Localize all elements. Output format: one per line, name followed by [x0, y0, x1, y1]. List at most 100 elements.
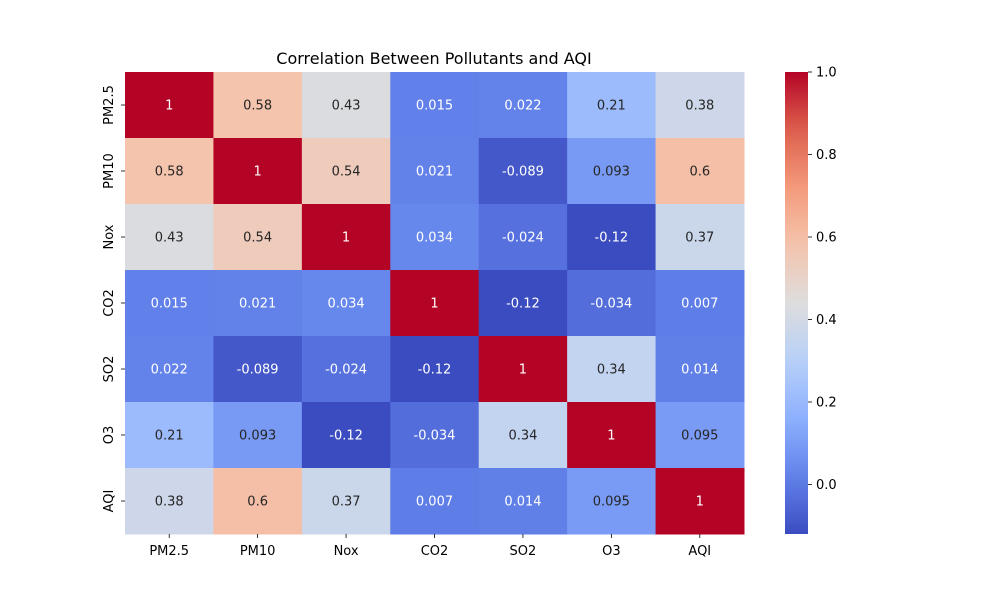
heatmap-cell	[567, 336, 657, 403]
heatmap-cell	[213, 138, 303, 205]
heatmap-cell	[213, 402, 303, 469]
cell-annotation: 0.6	[247, 495, 268, 510]
heatmap-cell	[125, 204, 214, 271]
heatmap-cell	[213, 270, 303, 337]
x-tick-label: CO2	[421, 544, 449, 559]
heatmap-cell	[478, 204, 568, 271]
colorbar-tick-label: 1.0	[816, 66, 837, 81]
heatmap-cell	[390, 72, 480, 139]
colorbar-tick-label: 0.6	[816, 231, 837, 246]
heatmap-cell	[655, 336, 745, 403]
cell-annotation: 1	[342, 231, 350, 246]
cell-annotation: -0.12	[418, 363, 452, 378]
heatmap-cell	[655, 204, 745, 271]
cell-annotation: 0.034	[416, 231, 453, 246]
heatmap-cell	[567, 270, 657, 337]
cell-annotation: 0.022	[504, 99, 541, 114]
x-axis: PM2.5 PM10 Nox CO2 SO2 O3 AQI	[149, 534, 711, 559]
heatmap-cell	[478, 72, 568, 139]
heatmap-cell	[213, 336, 303, 403]
cell-annotation: 0.6	[689, 165, 710, 180]
heatmap-cell	[655, 468, 745, 535]
cell-annotation: 0.21	[597, 99, 626, 114]
cell-annotation: 0.034	[327, 297, 364, 312]
heatmap-cell	[213, 204, 303, 271]
heatmap-cell	[301, 204, 391, 271]
cell-annotation: 1	[696, 495, 704, 510]
heatmap-cell	[125, 336, 214, 403]
y-axis: PM2.5 PM10 Nox CO2 SO2 O3 AQI	[102, 85, 125, 512]
heatmap-cell	[655, 402, 745, 469]
cell-annotation: 0.007	[416, 495, 453, 510]
cell-annotation: 0.37	[332, 495, 361, 510]
heatmap-cell	[390, 336, 480, 403]
cell-annotation: 1	[607, 429, 615, 444]
cell-annotation: 0.58	[243, 99, 272, 114]
heatmap-cell	[390, 270, 480, 337]
cell-annotation: 0.007	[681, 297, 718, 312]
y-tick-label: AQI	[102, 490, 117, 513]
cell-annotation: 0.093	[593, 165, 630, 180]
heatmap-cell	[390, 468, 480, 535]
x-tick-label: PM10	[240, 544, 276, 559]
cell-annotation: 1	[430, 297, 438, 312]
heatmap-cell	[478, 138, 568, 205]
cell-annotation: 0.43	[155, 231, 184, 246]
colorbar: 0.0 0.2 0.4 0.6 0.8 1.0	[785, 66, 837, 534]
heatmap-cell	[567, 468, 657, 535]
cell-annotation: 0.014	[504, 495, 541, 510]
cell-annotation: -0.12	[595, 231, 629, 246]
cell-annotation: 0.34	[597, 363, 626, 378]
cell-annotation: 0.38	[155, 495, 184, 510]
cell-annotation: -0.089	[502, 165, 544, 180]
cell-annotation: -0.034	[590, 297, 632, 312]
cell-annotation: 0.34	[508, 429, 537, 444]
chart-title: Correlation Between Pollutants and AQI	[276, 49, 591, 68]
heatmap-cell	[301, 270, 391, 337]
cell-annotation: 1	[254, 165, 262, 180]
cell-annotation: 0.015	[416, 99, 453, 114]
heatmap-cell	[213, 468, 303, 535]
cell-annotation: 0.014	[681, 363, 718, 378]
heatmap-cell	[301, 72, 391, 139]
heatmap-cell	[301, 138, 391, 205]
heatmap-cell	[125, 468, 214, 535]
cell-annotation: 0.095	[593, 495, 630, 510]
heatmap-cell	[655, 270, 745, 337]
heatmap-cell	[655, 72, 745, 139]
cell-annotation: 1	[519, 363, 527, 378]
y-tick-label: CO2	[102, 289, 117, 317]
heatmap-cell	[125, 138, 214, 205]
heatmap-cell	[478, 468, 568, 535]
colorbar-tick-label: 0.8	[816, 148, 837, 163]
y-tick-label: Nox	[102, 224, 117, 249]
cell-annotation: 0.022	[151, 363, 188, 378]
heatmap-cell	[301, 336, 391, 403]
heatmap-cell	[213, 72, 303, 139]
cell-annotation: 0.54	[332, 165, 361, 180]
heatmap-cells: 1 0.58 0.43 0.015 0.022 0.21 0.38 0.58 1 0.54 0.02…	[125, 72, 745, 535]
cell-annotation: 0.37	[685, 231, 714, 246]
heatmap-cell	[655, 138, 745, 205]
heatmap-cell	[390, 402, 480, 469]
cell-annotation: 0.095	[681, 429, 718, 444]
heatmap-cell	[125, 270, 214, 337]
x-tick-label: AQI	[688, 544, 711, 559]
heatmap-cell	[478, 336, 568, 403]
heatmap-cell	[301, 468, 391, 535]
cell-annotation: 0.021	[239, 297, 276, 312]
heatmap-cell	[478, 270, 568, 337]
cell-annotation: 0.021	[416, 165, 453, 180]
cell-annotation: -0.12	[329, 429, 363, 444]
x-tick-label: Nox	[334, 544, 359, 559]
heatmap-cell	[125, 72, 214, 139]
y-tick-label: O3	[102, 426, 117, 445]
heatmap-cell	[125, 402, 214, 469]
colorbar-tick-label: 0.2	[816, 396, 837, 411]
colorbar-gradient	[785, 72, 808, 534]
heatmap-cell	[567, 138, 657, 205]
heatmap-cell	[478, 402, 568, 469]
cell-annotation: -0.024	[325, 363, 367, 378]
y-tick-label: PM2.5	[102, 85, 117, 125]
